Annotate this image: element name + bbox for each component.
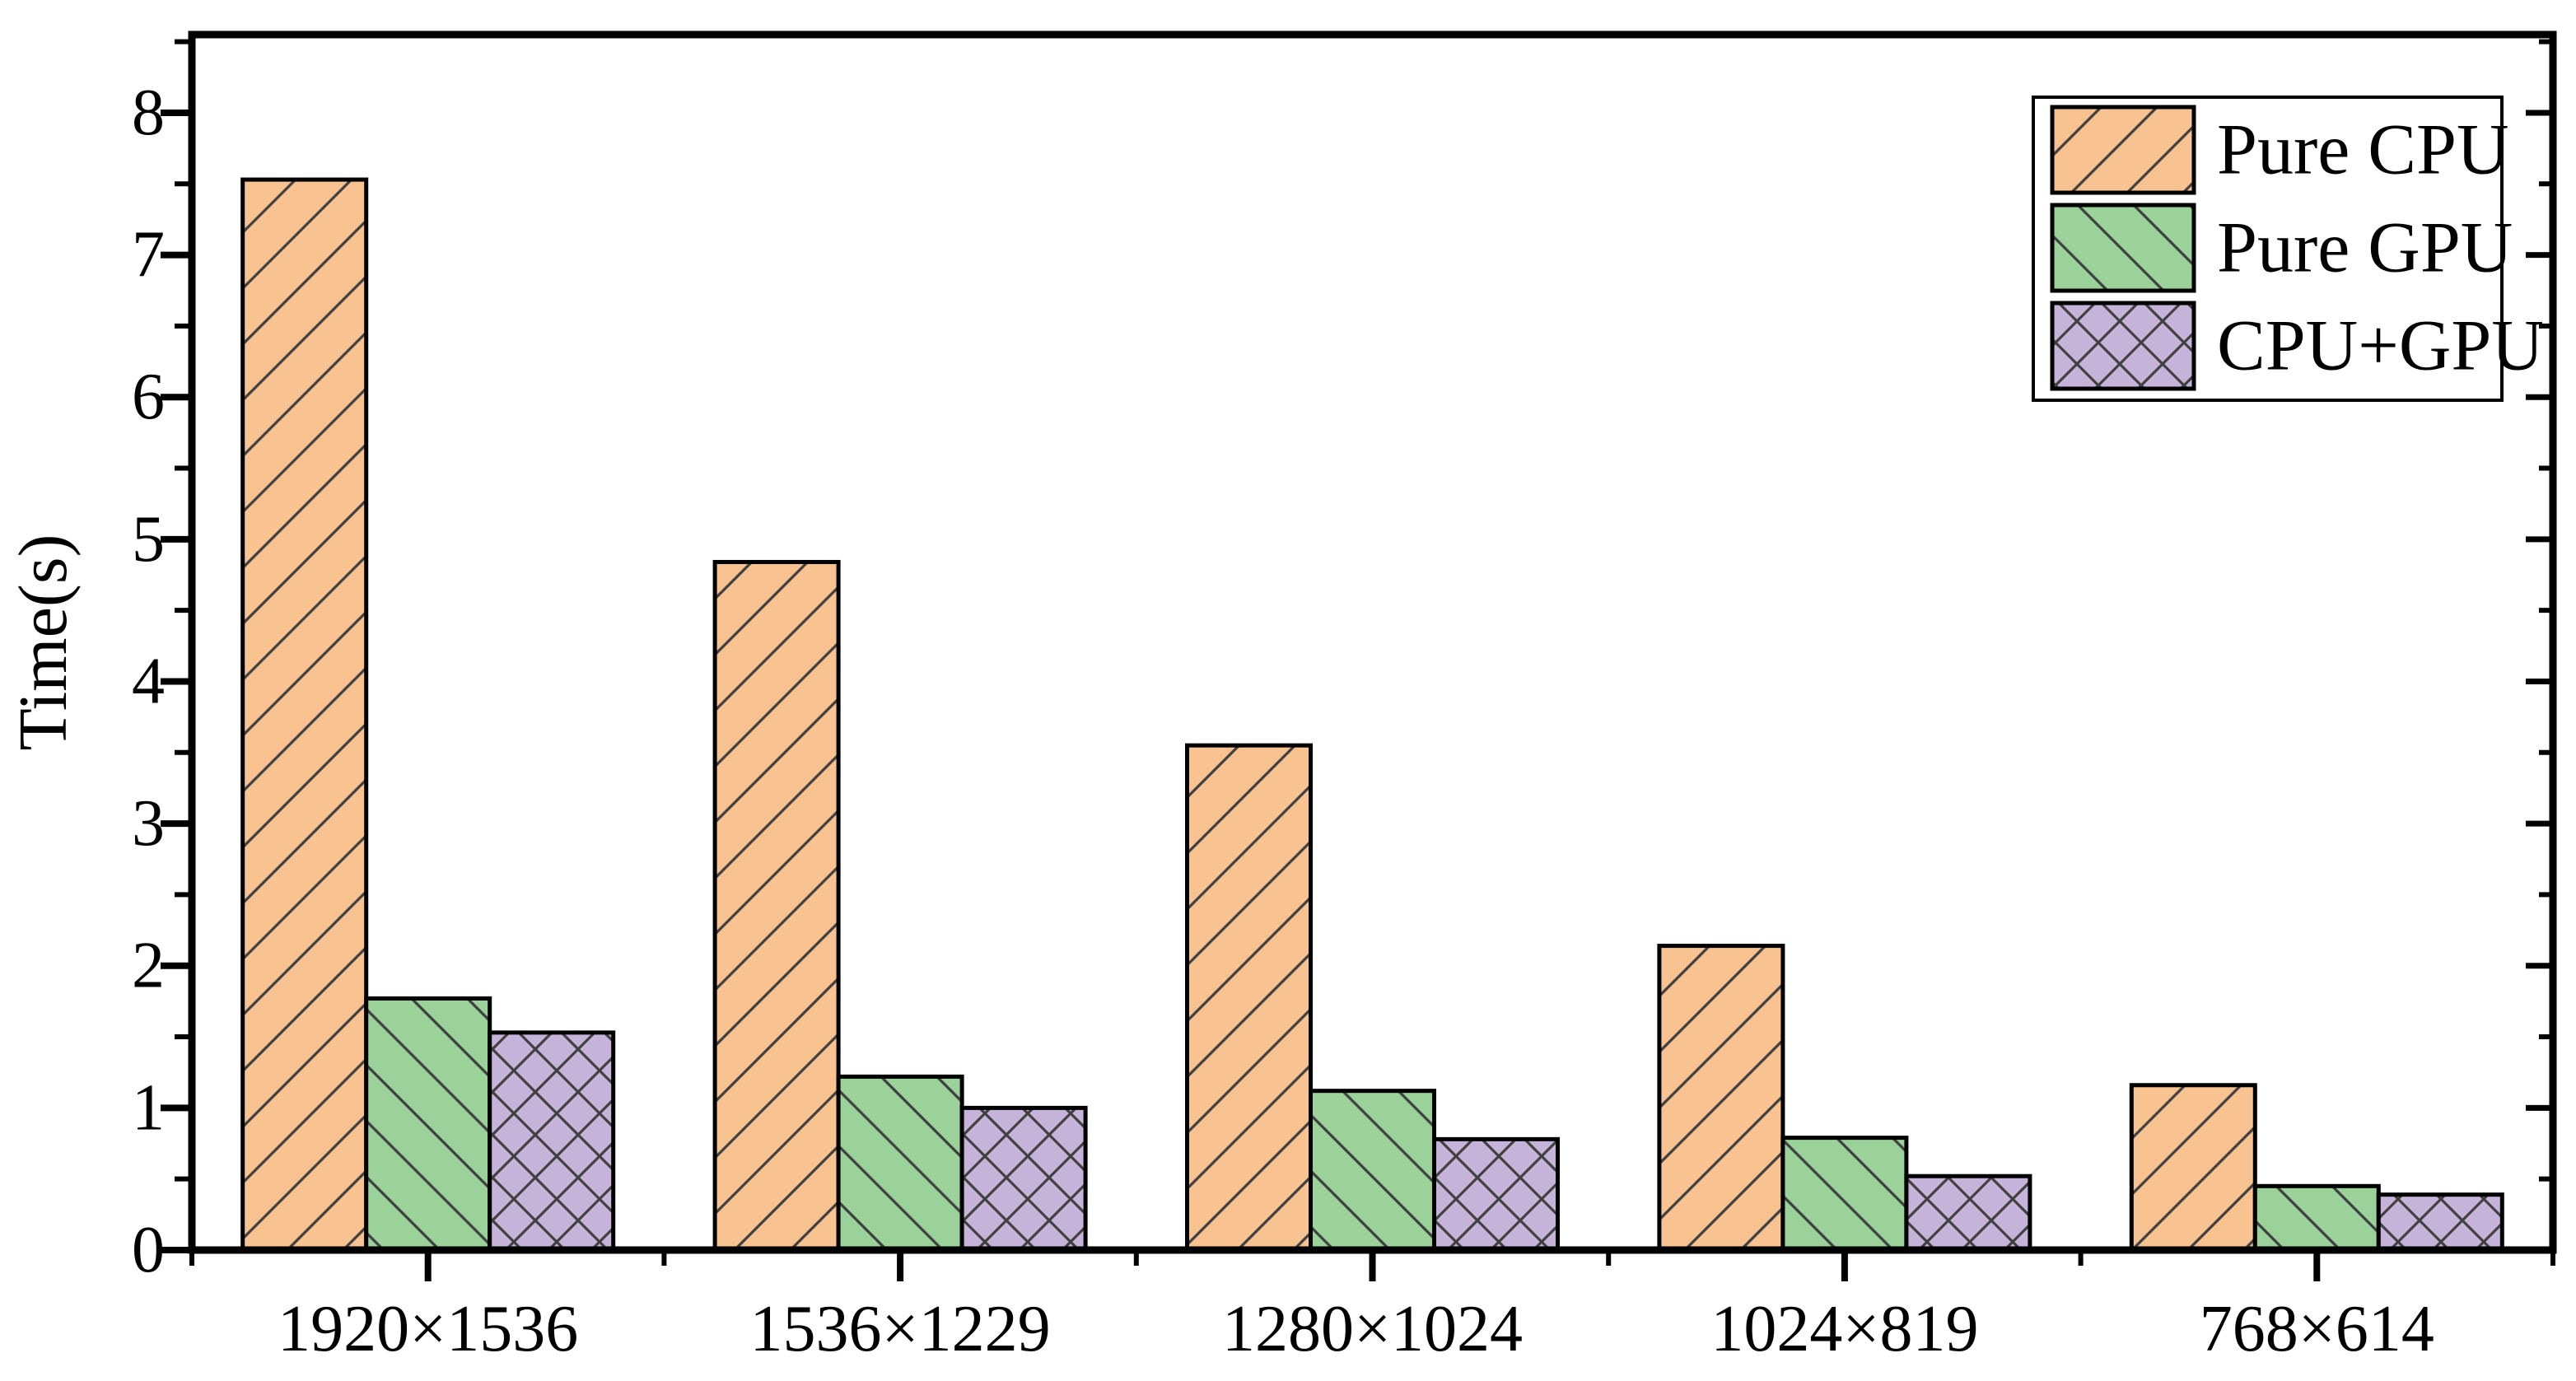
x-tick-label: 768×614 bbox=[2200, 1293, 2434, 1365]
bar-pure-gpu-768x614 bbox=[2252, 1183, 2381, 1253]
bar-pure-gpu-1920x1536 bbox=[364, 996, 492, 1253]
y-axis: 0 1 2 3 4 5 6 7 8 bbox=[132, 39, 2553, 1286]
bar-cpu-gpu-1280x1024 bbox=[1432, 1136, 1560, 1253]
bar-pure-cpu-1536x1229 bbox=[712, 559, 841, 1253]
bar-cpu-gpu-1920x1536 bbox=[488, 1030, 616, 1253]
bar-pure-cpu-1024x819 bbox=[1657, 944, 1785, 1253]
legend-label-cpu-gpu: CPU+GPU bbox=[2217, 306, 2544, 386]
y-tick-label: 0 bbox=[132, 1214, 165, 1286]
x-tick-label: 1024×819 bbox=[1710, 1293, 1978, 1365]
x-tick-label: 1536×1229 bbox=[750, 1293, 1051, 1365]
bar-pure-gpu-1280x1024 bbox=[1309, 1089, 1436, 1253]
y-axis-title: Time(s) bbox=[5, 534, 82, 751]
bar-cpu-gpu-768x614 bbox=[2376, 1192, 2504, 1253]
bar-pure-cpu-1920x1536 bbox=[240, 177, 369, 1253]
legend-label-pure-cpu: Pure CPU bbox=[2217, 110, 2509, 190]
y-tick-label: 8 bbox=[132, 77, 165, 149]
x-axis: 1920×1536 1536×1229 1280×1024 1024×819 768×6… bbox=[189, 1250, 2555, 1365]
y-tick-label: 3 bbox=[132, 787, 165, 860]
bar-pure-cpu-768x614 bbox=[2129, 1083, 2257, 1253]
bars-group bbox=[240, 177, 2504, 1253]
legend-label-pure-gpu: Pure GPU bbox=[2217, 208, 2513, 288]
y-tick-label: 7 bbox=[132, 219, 165, 292]
bar-pure-gpu-1024x819 bbox=[1780, 1136, 1909, 1253]
legend-swatch-cpu-gpu bbox=[2050, 301, 2196, 391]
bar-cpu-gpu-1536x1229 bbox=[959, 1105, 1088, 1253]
y-tick-label: 2 bbox=[132, 930, 165, 1002]
x-tick-label: 1920×1536 bbox=[278, 1293, 578, 1365]
legend-swatch-pure-cpu bbox=[2050, 105, 2196, 195]
y-tick-label: 1 bbox=[132, 1071, 165, 1144]
y-tick-label: 4 bbox=[132, 645, 165, 717]
bar-pure-cpu-1280x1024 bbox=[1185, 743, 1313, 1253]
legend: Pure CPU Pure GPU CPU+GPU bbox=[2032, 96, 2544, 402]
y-tick-label: 5 bbox=[132, 503, 165, 576]
bar-cpu-gpu-1024x819 bbox=[1904, 1173, 2032, 1253]
y-tick-label: 6 bbox=[132, 361, 165, 433]
legend-swatch-pure-gpu bbox=[2050, 203, 2196, 293]
x-tick-label: 1280×1024 bbox=[1222, 1293, 1523, 1365]
bar-pure-gpu-1536x1229 bbox=[836, 1074, 964, 1253]
